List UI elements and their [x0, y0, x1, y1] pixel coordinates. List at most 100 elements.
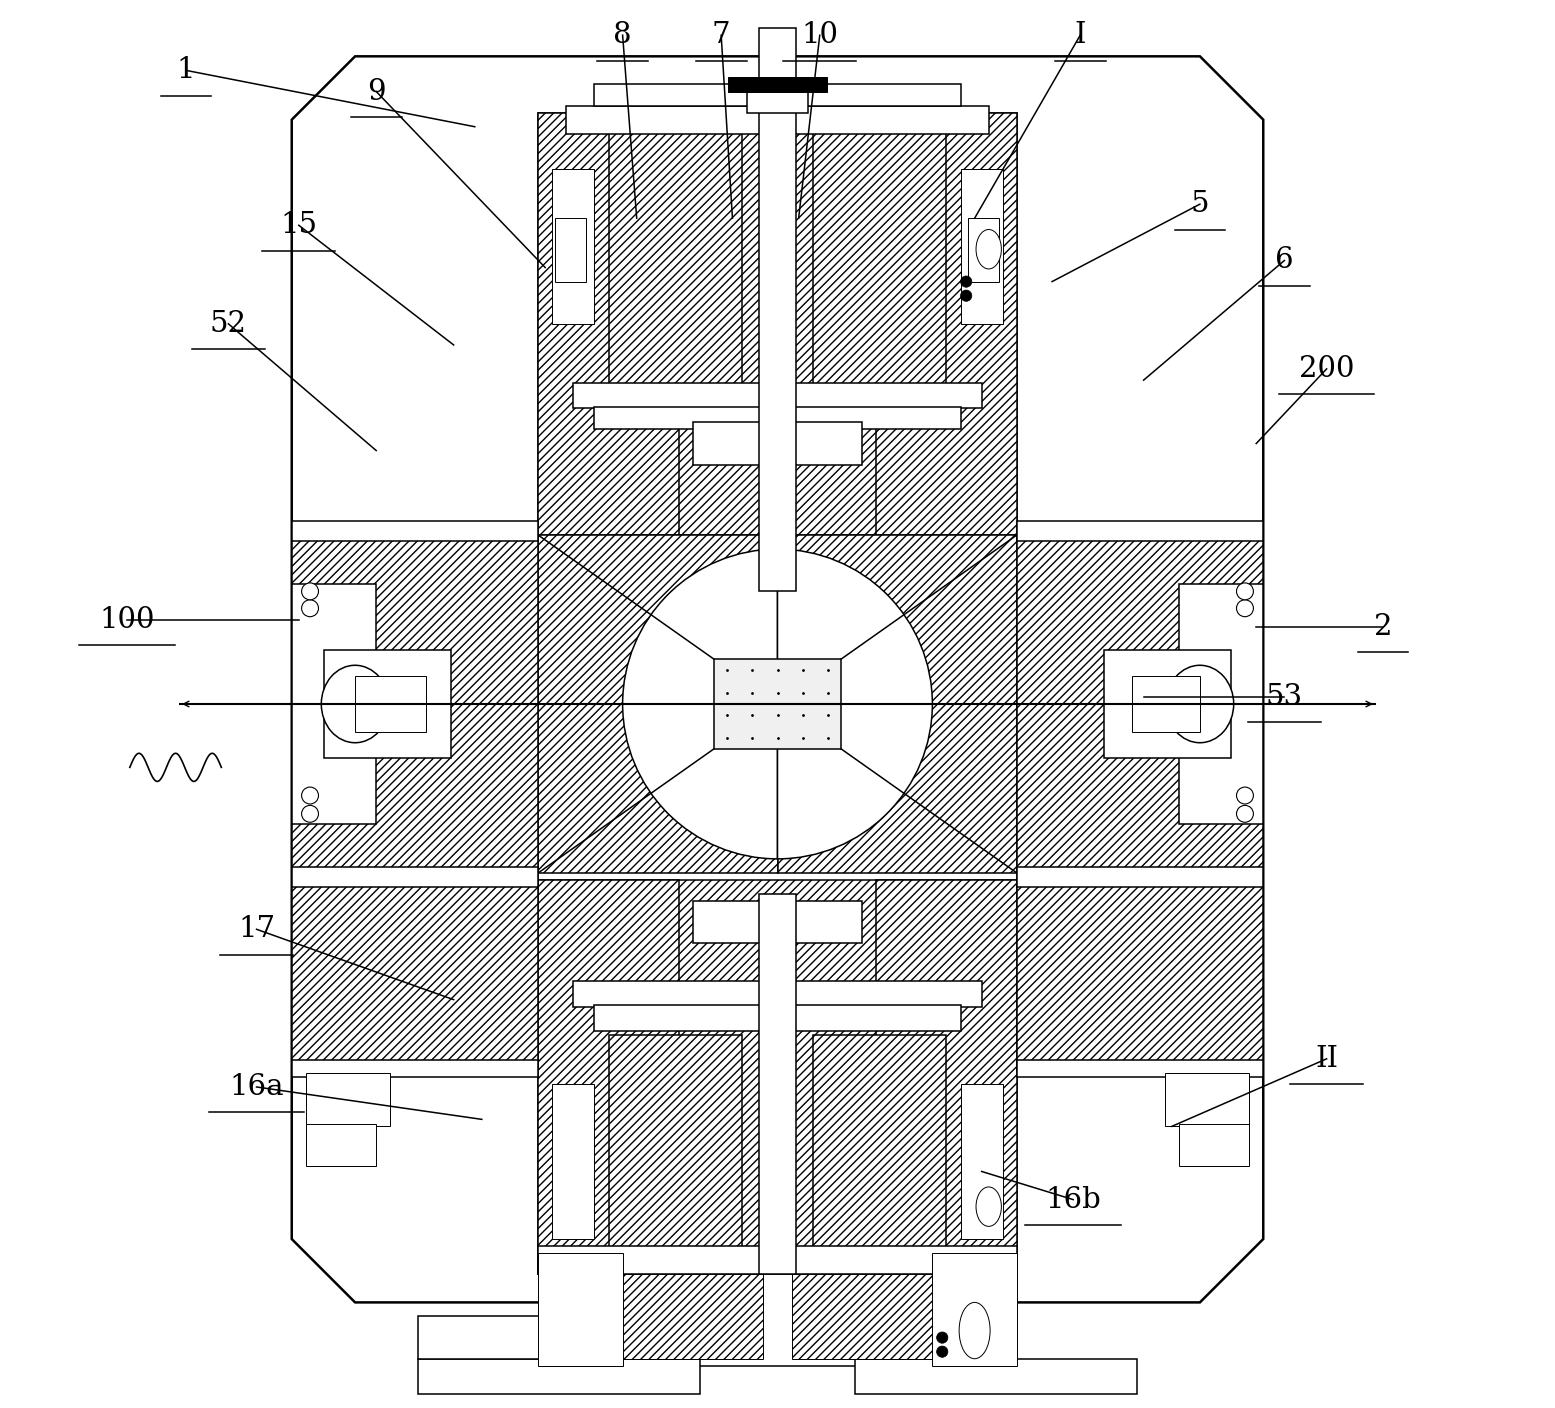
- Circle shape: [302, 787, 319, 804]
- Bar: [594, 407, 961, 429]
- Bar: [714, 659, 841, 749]
- Bar: [555, 218, 586, 282]
- Text: 200: 200: [1298, 355, 1354, 383]
- Ellipse shape: [977, 230, 1001, 269]
- Bar: [538, 113, 680, 535]
- Bar: [418, 1359, 700, 1394]
- Circle shape: [1236, 583, 1253, 600]
- Circle shape: [936, 1346, 949, 1357]
- Bar: [574, 981, 981, 1007]
- Bar: [292, 867, 538, 887]
- Bar: [538, 113, 1017, 535]
- Circle shape: [1236, 600, 1253, 617]
- Circle shape: [936, 1332, 949, 1343]
- Bar: [1017, 535, 1263, 873]
- Ellipse shape: [1166, 665, 1233, 743]
- Bar: [1017, 873, 1263, 1070]
- Bar: [538, 880, 680, 1274]
- Text: II: II: [1316, 1045, 1339, 1073]
- Bar: [306, 1124, 376, 1166]
- Text: 15: 15: [280, 211, 317, 239]
- Bar: [897, 1274, 1009, 1316]
- Bar: [875, 880, 1017, 1274]
- Bar: [538, 535, 778, 873]
- Text: 9: 9: [367, 77, 386, 106]
- Bar: [813, 1035, 947, 1274]
- Bar: [292, 535, 538, 873]
- Bar: [961, 169, 1003, 324]
- Bar: [933, 1253, 1017, 1366]
- Polygon shape: [292, 56, 1263, 1302]
- Text: 1: 1: [177, 56, 196, 84]
- Circle shape: [961, 276, 972, 287]
- Bar: [538, 1253, 622, 1366]
- Bar: [694, 901, 861, 943]
- Text: 52: 52: [210, 310, 247, 338]
- Bar: [1017, 521, 1263, 541]
- Bar: [306, 1073, 390, 1126]
- Bar: [813, 113, 947, 394]
- Text: 8: 8: [613, 21, 631, 49]
- Ellipse shape: [977, 1187, 1001, 1226]
- Bar: [1017, 867, 1263, 887]
- Bar: [594, 1005, 961, 1031]
- Bar: [552, 169, 594, 324]
- Text: 7: 7: [712, 21, 731, 49]
- Circle shape: [1236, 805, 1253, 822]
- Circle shape: [1236, 787, 1253, 804]
- Bar: [1179, 1124, 1249, 1166]
- Bar: [746, 92, 809, 113]
- Bar: [594, 84, 961, 106]
- Bar: [961, 1084, 1003, 1239]
- Bar: [292, 521, 538, 541]
- Bar: [791, 1274, 953, 1359]
- Bar: [967, 218, 998, 282]
- Bar: [546, 1274, 658, 1316]
- Text: 2: 2: [1373, 612, 1392, 641]
- Text: 6: 6: [1275, 246, 1294, 275]
- Bar: [292, 584, 376, 824]
- Bar: [574, 383, 981, 408]
- Bar: [1132, 676, 1200, 732]
- Text: 5: 5: [1191, 190, 1210, 218]
- Bar: [538, 880, 1017, 1274]
- Bar: [855, 1316, 1009, 1359]
- Text: 53: 53: [1266, 683, 1303, 711]
- Bar: [1165, 1073, 1249, 1126]
- Wedge shape: [778, 549, 933, 859]
- Bar: [1017, 1060, 1263, 1077]
- Bar: [292, 873, 538, 1070]
- Wedge shape: [622, 549, 778, 859]
- Bar: [608, 1035, 742, 1274]
- Text: I: I: [1075, 21, 1085, 49]
- Bar: [292, 1060, 538, 1077]
- Bar: [538, 1246, 1017, 1274]
- Circle shape: [961, 290, 972, 301]
- Bar: [1104, 650, 1232, 758]
- Circle shape: [302, 583, 319, 600]
- Bar: [602, 1274, 764, 1359]
- Circle shape: [302, 805, 319, 822]
- Text: 16a: 16a: [229, 1073, 285, 1101]
- Ellipse shape: [322, 665, 389, 743]
- Bar: [418, 1316, 574, 1359]
- Text: 100: 100: [100, 605, 156, 634]
- Bar: [694, 422, 861, 465]
- Text: 17: 17: [238, 915, 275, 943]
- Bar: [1179, 584, 1263, 824]
- Bar: [728, 77, 827, 92]
- Text: 16b: 16b: [1045, 1186, 1101, 1214]
- Bar: [875, 113, 1017, 535]
- Bar: [323, 650, 451, 758]
- Bar: [566, 106, 989, 134]
- Circle shape: [302, 600, 319, 617]
- Bar: [759, 894, 796, 1274]
- Bar: [855, 1359, 1137, 1394]
- Bar: [778, 535, 1017, 873]
- Bar: [759, 28, 796, 591]
- Bar: [355, 676, 426, 732]
- Bar: [588, 1267, 967, 1366]
- Ellipse shape: [959, 1302, 991, 1359]
- Bar: [552, 1084, 594, 1239]
- Bar: [608, 113, 742, 394]
